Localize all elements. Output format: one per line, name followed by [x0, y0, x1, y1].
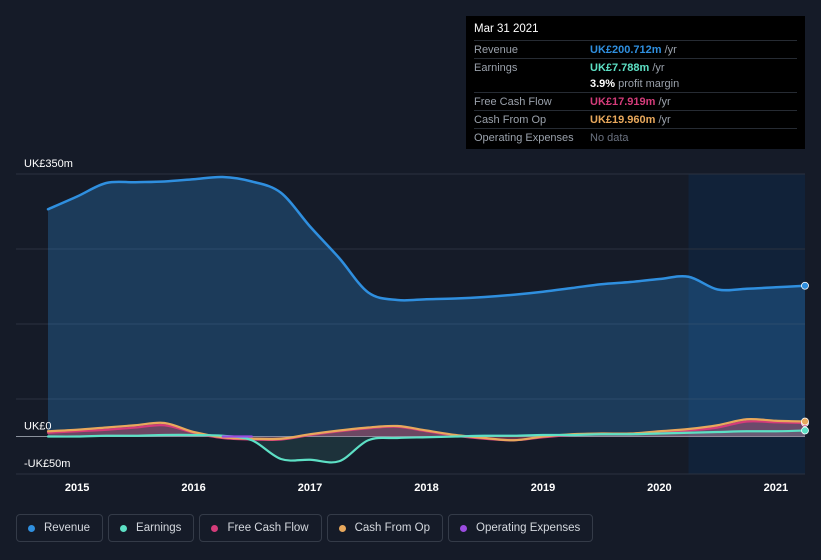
tooltip-label: Earnings	[474, 61, 518, 74]
legend-label: Cash From Op	[354, 522, 431, 534]
profit-margin-label: profit margin	[618, 78, 680, 90]
tooltip-label: Operating Expenses	[474, 131, 574, 144]
tooltip-unit: /yr	[664, 43, 677, 56]
x-tick-label: 2019	[531, 482, 555, 494]
tooltip-unit: /yr	[658, 95, 671, 108]
legend-dot-icon	[28, 524, 35, 532]
series-endpoints	[801, 281, 809, 435]
x-tick-label: 2017	[298, 482, 322, 494]
tooltip-profit-margin: 3.9% profit margin	[474, 76, 797, 92]
legend-item-cfo[interactable]: Cash From Op	[326, 514, 444, 542]
legend-dot-icon	[338, 524, 346, 532]
tooltip-unit: /yr	[658, 113, 671, 126]
series-lines	[46, 175, 807, 464]
data-tooltip: Mar 31 2021 Revenue UK£200.712m /yr Earn…	[466, 16, 805, 149]
x-axis-labels: 2015 2016 2017 2018 2019 2020 2021	[65, 482, 788, 494]
tooltip-row-fcf: Free Cash Flow UK£17.919m /yr	[474, 92, 797, 110]
tooltip-label: Free Cash Flow	[474, 95, 552, 108]
x-tick-label: 2020	[647, 482, 671, 494]
chart-legend: Revenue Earnings Free Cash Flow Cash Fro…	[16, 514, 594, 542]
x-tick-label: 2018	[414, 482, 438, 494]
legend-item-fcf[interactable]: Free Cash Flow	[199, 514, 322, 542]
legend-label: Earnings	[136, 522, 182, 534]
legend-dot-icon	[211, 524, 219, 532]
grid-lines	[16, 173, 805, 475]
tooltip-value: No data	[590, 131, 629, 144]
tooltip-value: UK£200.712m	[590, 43, 662, 56]
tooltip-unit: /yr	[652, 61, 665, 74]
y-axis-labels: UK£350m UK£0 -UK£50m	[24, 158, 73, 470]
line-cfo	[46, 417, 807, 442]
profit-margin-value: 3.9%	[590, 78, 616, 90]
tooltip-row-opex: Operating Expenses No data	[474, 128, 797, 146]
legend-dot-icon	[460, 524, 468, 532]
tooltip-value: UK£19.960m	[590, 113, 656, 126]
legend-item-earnings[interactable]: Earnings	[108, 514, 195, 542]
legend-item-opex[interactable]: Operating Expenses	[448, 514, 594, 542]
area-fcf	[48, 421, 805, 441]
endpoint-revenue	[801, 281, 809, 290]
legend-item-revenue[interactable]: Revenue	[16, 514, 104, 542]
y-tick-label: -UK£50m	[24, 458, 70, 470]
x-tick-label: 2016	[181, 482, 205, 494]
tooltip-row-cfo: Cash From Op UK£19.960m /yr	[474, 110, 797, 128]
legend-label: Free Cash Flow	[227, 522, 309, 534]
tooltip-value: UK£17.919m	[590, 95, 656, 108]
tooltip-label: Revenue	[474, 43, 519, 56]
tooltip-value: UK£7.788m	[590, 61, 650, 74]
line-revenue	[46, 175, 807, 302]
y-tick-label: UK£350m	[24, 158, 73, 170]
tooltip-row-earnings: Earnings UK£7.788m /yr	[474, 58, 797, 76]
tooltip-label: Cash From Op	[474, 113, 547, 126]
endpoint-earnings	[801, 426, 809, 435]
y-tick-label: UK£0	[24, 421, 52, 433]
x-tick-label: 2015	[65, 482, 89, 494]
endpoint-cfo	[801, 417, 809, 426]
tooltip-date: Mar 31 2021	[474, 23, 539, 35]
legend-label: Revenue	[44, 522, 91, 534]
line-earnings	[46, 429, 807, 464]
area-revenue	[48, 176, 805, 437]
tooltip-row-revenue: Revenue UK£200.712m /yr	[474, 40, 797, 58]
legend-dot-icon	[120, 524, 128, 532]
legend-label: Operating Expenses	[476, 522, 581, 534]
x-tick-label: 2021	[764, 482, 788, 494]
